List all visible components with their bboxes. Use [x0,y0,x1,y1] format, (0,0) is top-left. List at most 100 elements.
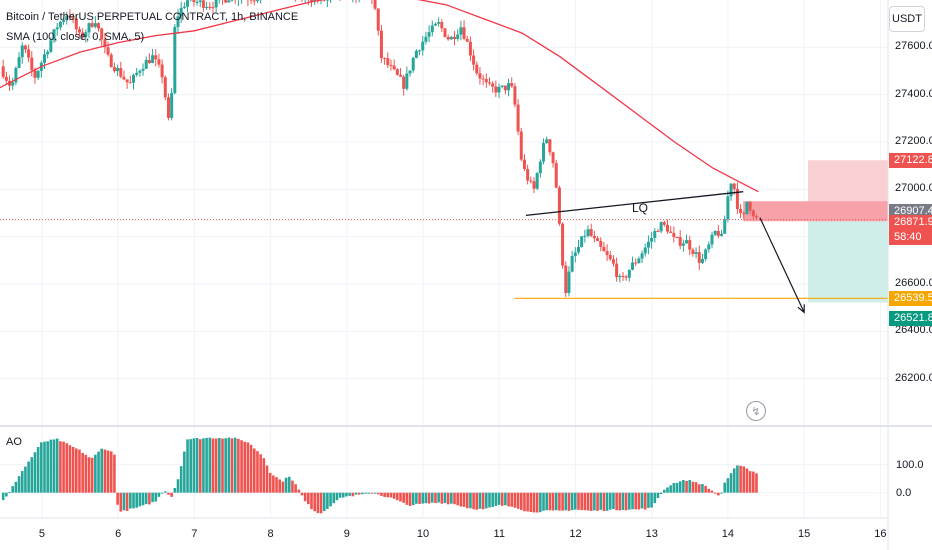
ao-bar [656,492,660,499]
ao-bar [446,492,450,505]
entry-band [743,201,888,222]
ao-axis-tick: 0.0 [896,486,912,499]
ao-bar [640,492,644,509]
candle-body [42,54,46,63]
ao-bar [351,492,355,497]
ao-bar [125,492,129,511]
candle-body [122,76,126,80]
candle-body [468,41,472,56]
ao-bar [672,482,676,493]
candle-body [748,201,752,211]
currency-button[interactable]: USDT [889,6,925,32]
candle-body [459,27,463,35]
ao-bar [81,452,84,493]
ao-bar [577,492,580,510]
candle-body [176,16,180,27]
ao-bar [602,492,606,512]
candle-body [154,55,158,60]
ao-bar [523,492,526,512]
ao-bar [437,492,440,503]
ao-bar [27,461,30,493]
ao-bar [755,473,758,493]
candle-body [440,22,444,29]
candle-body [631,262,635,270]
ao-bar [678,481,682,493]
candle-body [729,183,733,197]
candle-body [405,73,409,89]
ao-bar [367,492,371,494]
candle-body [90,23,94,27]
ao-bar [535,492,539,513]
ao-bar [284,477,288,493]
candle-body [77,29,81,33]
candle-body [443,28,447,37]
ao-bar [383,492,386,497]
candle-body [551,152,555,164]
ao-bar [659,492,663,495]
ao-bar [615,492,618,511]
candle-body [227,0,231,3]
ao-bar [415,492,418,504]
candle-body [564,265,568,293]
symbol-title[interactable]: Bitcoin / TetherUS PERPETUAL CONTRACT, 1… [6,11,299,23]
candle-body [58,21,62,28]
candle-body [179,7,183,17]
ao-bar [186,439,189,493]
ao-bar [157,492,161,497]
candle-body [81,32,85,37]
ao-bar [5,492,8,497]
ao-bar [30,457,34,493]
candle-body [713,230,717,235]
candle-body [487,82,491,84]
ao-bar [259,454,262,493]
ao-bar [214,438,218,493]
ao-bar [71,446,75,493]
ao-bar [580,492,583,511]
ao-bar [624,492,628,511]
ao-bar [526,492,529,512]
candle-body [678,237,682,246]
ao-bar [485,492,488,509]
ao-bar [551,492,555,511]
candle-body [214,0,218,8]
ao-bar [586,492,590,511]
ao-bar [621,492,625,511]
candle-body [599,240,603,247]
ao-bar [151,492,154,503]
flash-icon[interactable]: ↯ [746,401,766,421]
candle-body [430,25,434,33]
ao-bar [154,492,158,502]
ao-bar [443,492,447,504]
ao-bar [33,452,37,493]
ao-bar [198,439,202,493]
candle-body [208,6,212,8]
candle-body [427,32,431,37]
time-axis-tick: 13 [645,528,658,540]
ao-bar [84,454,88,493]
ao-bar [211,438,215,493]
ao-bar [631,492,634,510]
candle-body [624,276,628,278]
ao-bar [669,485,672,493]
candle-body [30,57,34,71]
candle-body [402,76,406,89]
candle-body [201,0,205,8]
ao-bar [548,492,552,511]
candle-body [453,36,457,39]
ao-bar [567,492,571,511]
ao-bar [736,465,739,493]
candle-body [421,41,425,51]
candle-body [526,169,530,181]
ao-bar [593,492,596,511]
ao-legend[interactable]: AO [6,436,22,448]
candle-body [516,104,520,132]
sma-legend[interactable]: SMA (100, close, 0, SMA, 5) [6,31,145,43]
candle-body [519,131,523,160]
candle-body [507,83,511,91]
ao-bar [729,473,733,493]
ao-bar [459,492,463,507]
ao-bar [564,492,568,511]
candle-body [742,213,746,215]
candle-body [313,0,317,2]
